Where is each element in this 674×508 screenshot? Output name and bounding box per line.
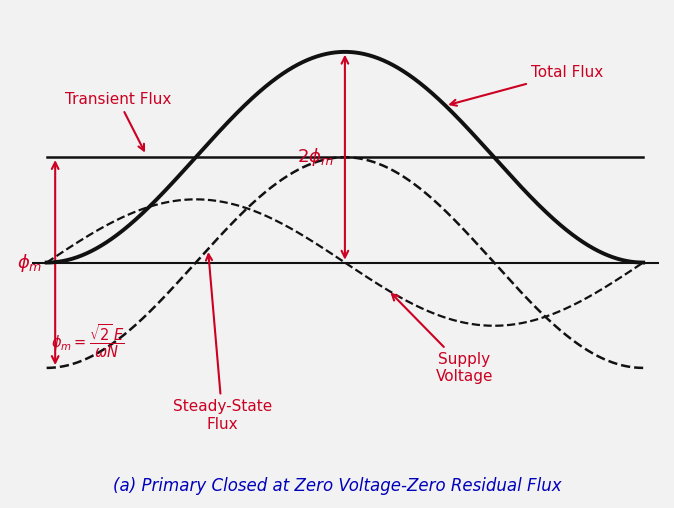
Text: Transient Flux: Transient Flux: [65, 92, 171, 150]
Text: Supply
Voltage: Supply Voltage: [392, 294, 493, 384]
Text: Steady-State
Flux: Steady-State Flux: [173, 255, 272, 431]
Text: $2\phi_m$: $2\phi_m$: [297, 146, 334, 168]
Text: (a) Primary Closed at Zero Voltage-Zero Residual Flux: (a) Primary Closed at Zero Voltage-Zero …: [113, 478, 561, 495]
Text: Total Flux: Total Flux: [450, 66, 603, 106]
Text: $\phi_m$: $\phi_m$: [17, 251, 42, 273]
Text: $\phi_m = \dfrac{\sqrt{2}\,E}{\omega N}$: $\phi_m = \dfrac{\sqrt{2}\,E}{\omega N}$: [51, 323, 125, 360]
